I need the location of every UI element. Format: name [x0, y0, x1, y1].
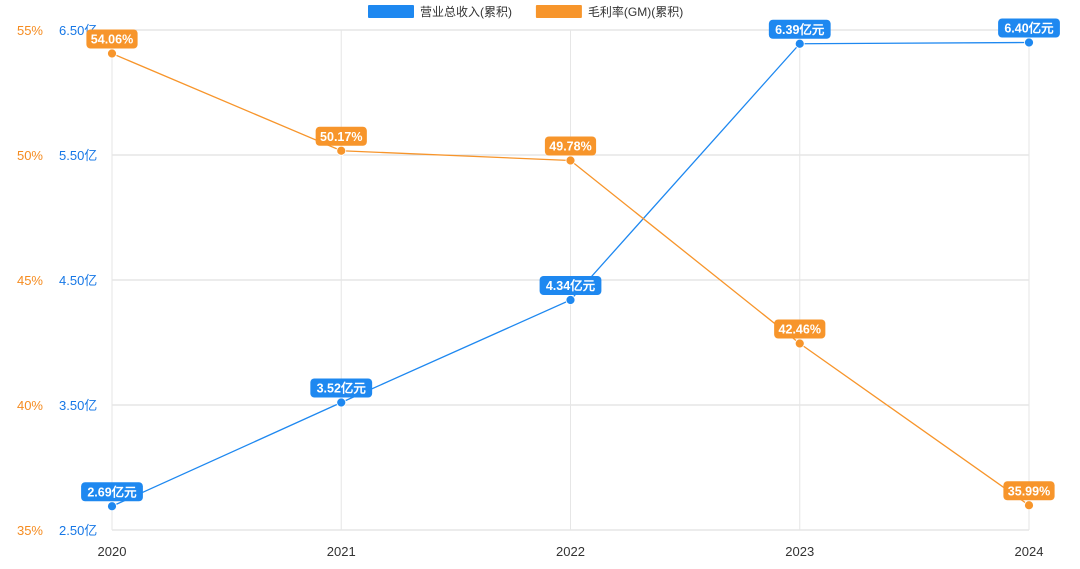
- margin-data-label-text: 54.06%: [91, 33, 133, 47]
- y-axis-revenue-tick-label: 4.50亿: [59, 273, 97, 288]
- margin-data-label: 50.17%: [315, 126, 367, 146]
- revenue-legend-swatch: [368, 5, 414, 18]
- revenue-data-label: 3.52亿元: [310, 378, 373, 398]
- y-axis-margin-tick-label: 40%: [17, 398, 43, 413]
- y-axis-margin-tick-label: 45%: [17, 273, 43, 288]
- axes: 35%40%45%50%55%2.50亿3.50亿4.50亿5.50亿6.50亿…: [17, 23, 1043, 559]
- margin-data-label: 49.78%: [544, 136, 597, 156]
- margin-data-label-box: [1003, 481, 1055, 501]
- margin-data-point[interactable]: [336, 145, 347, 156]
- revenue-data-label-box: [310, 378, 373, 398]
- revenue-data-label: 6.39亿元: [768, 19, 831, 39]
- revenue-data-label: 4.34亿元: [539, 276, 602, 295]
- series-lines: [107, 37, 1034, 512]
- margin-data-label-text: 50.17%: [320, 130, 362, 144]
- margin-data-label-text: 35.99%: [1008, 484, 1050, 498]
- revenue-data-label-text: 2.69亿元: [87, 484, 137, 499]
- y-axis-margin-tick-label: 55%: [17, 23, 43, 38]
- revenue-data-label: 2.69亿元: [81, 482, 143, 502]
- revenue-data-label-box: [539, 276, 602, 295]
- revenue-data-label-text: 6.39亿元: [775, 22, 825, 37]
- revenue-data-label-text: 3.52亿元: [317, 381, 367, 396]
- margin-data-label: 42.46%: [774, 319, 826, 339]
- margin-data-point[interactable]: [794, 338, 805, 349]
- legend[interactable]: 营业总收入(累积) 毛利率(GM)(累积): [368, 4, 683, 19]
- y-axis-margin-tick-label: 35%: [17, 523, 43, 538]
- y-axis-revenue-tick-label: 3.50亿: [59, 398, 97, 413]
- data-labels: 2.69亿元 3.52亿元 4.34亿元 6.39亿元 6.40亿元 54.06% 50.1…: [81, 18, 1060, 502]
- revenue-data-point[interactable]: [794, 38, 805, 49]
- margin-data-label-box: [86, 29, 138, 49]
- revenue-data-point[interactable]: [107, 501, 117, 512]
- legend-item-margin[interactable]: 毛利率(GM)(累积): [535, 4, 683, 19]
- revenue-data-label-box: [768, 19, 831, 39]
- margin-data-label-text: 42.46%: [779, 323, 821, 337]
- y-axis-revenue-tick-label: 5.50亿: [59, 148, 97, 163]
- margin-legend-label: 毛利率(GM)(累积): [588, 4, 683, 19]
- revenue-data-label-box: [998, 18, 1060, 38]
- x-axis-tick-label: 2024: [1015, 544, 1044, 559]
- margin-data-label-box: [774, 319, 826, 339]
- revenue-data-label-box: [81, 482, 143, 502]
- revenue-data-point[interactable]: [565, 295, 576, 305]
- x-axis-tick-label: 2022: [556, 544, 585, 559]
- x-axis-tick-label: 2020: [98, 544, 127, 559]
- margin-legend-swatch: [535, 5, 582, 18]
- margin-data-label-box: [315, 126, 367, 146]
- x-axis-tick-label: 2023: [785, 544, 814, 559]
- margin-data-point[interactable]: [1024, 500, 1034, 511]
- y-axis-revenue-tick-label: 2.50亿: [59, 523, 97, 538]
- margin-data-point[interactable]: [107, 48, 117, 59]
- margin-data-label-text: 49.78%: [549, 140, 591, 154]
- margin-data-point[interactable]: [565, 155, 576, 166]
- revenue-data-label: 6.40亿元: [998, 18, 1060, 38]
- legend-item-revenue[interactable]: 营业总收入(累积): [368, 5, 512, 19]
- revenue-data-point[interactable]: [336, 397, 347, 408]
- revenue-data-point[interactable]: [1024, 37, 1034, 48]
- revenue-data-label-text: 6.40亿元: [1004, 21, 1054, 36]
- y-axis-margin-tick-label: 50%: [17, 148, 43, 163]
- margin-data-label-box: [544, 136, 597, 156]
- x-axis-tick-label: 2021: [327, 544, 356, 559]
- revenue-legend-label: 营业总收入(累积): [420, 5, 512, 19]
- revenue-data-label-text: 4.34亿元: [546, 278, 596, 293]
- margin-data-label: 54.06%: [86, 29, 138, 49]
- margin-data-label: 35.99%: [1003, 481, 1055, 501]
